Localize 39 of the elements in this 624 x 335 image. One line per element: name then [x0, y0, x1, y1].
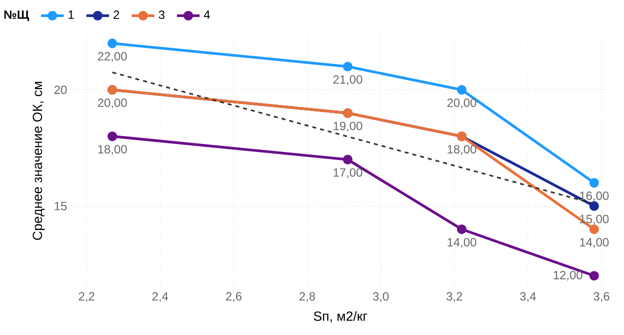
- y-tick-label: 20: [54, 86, 67, 94]
- data-label: 22,00: [98, 52, 127, 62]
- y-axis-title: Среднее значение ОК, см: [32, 82, 45, 240]
- data-label: 17,00: [334, 168, 362, 178]
- point: [342, 62, 353, 72]
- point: [108, 38, 118, 48]
- point: [589, 178, 599, 188]
- data-label: 21,00: [333, 75, 362, 86]
- point: [108, 132, 118, 142]
- data-label: 14,00: [448, 238, 476, 248]
- x-tick-label: 2,6: [226, 292, 242, 302]
- data-label: 16,00: [580, 192, 609, 202]
- data-label: 18,00: [448, 145, 476, 156]
- x-tick-label: 3,2: [446, 292, 462, 302]
- x-tick-label: 3,4: [520, 292, 536, 302]
- x-tick-label: 3,6: [594, 292, 610, 302]
- data-label: 20,00: [98, 98, 127, 109]
- x-tick-label: 2,8: [300, 292, 316, 302]
- legend-label: 4: [204, 10, 210, 19]
- data-label: 20,00: [447, 98, 476, 109]
- data-label: 18,00: [98, 145, 127, 156]
- x-tick-label: 2,4: [152, 292, 168, 302]
- x-tick-label: 3,0: [372, 292, 389, 302]
- data-label: 19,00: [334, 122, 362, 132]
- x-axis-title: Sп, м2/кг: [314, 311, 368, 323]
- point: [456, 85, 467, 95]
- point: [342, 154, 353, 165]
- legend-label: 3: [158, 10, 164, 20]
- data-label: 14,00: [580, 238, 609, 248]
- legend-title: №Щ: [4, 10, 30, 22]
- point: [456, 224, 467, 234]
- legend-label: 2: [114, 10, 120, 20]
- point: [589, 224, 599, 234]
- point: [589, 271, 599, 281]
- point: [589, 201, 599, 211]
- x-tick-label: 2,2: [78, 292, 94, 302]
- legend-label: 1: [68, 10, 74, 19]
- y-tick-label: 15: [54, 202, 67, 210]
- data-label: 12,00: [554, 271, 582, 281]
